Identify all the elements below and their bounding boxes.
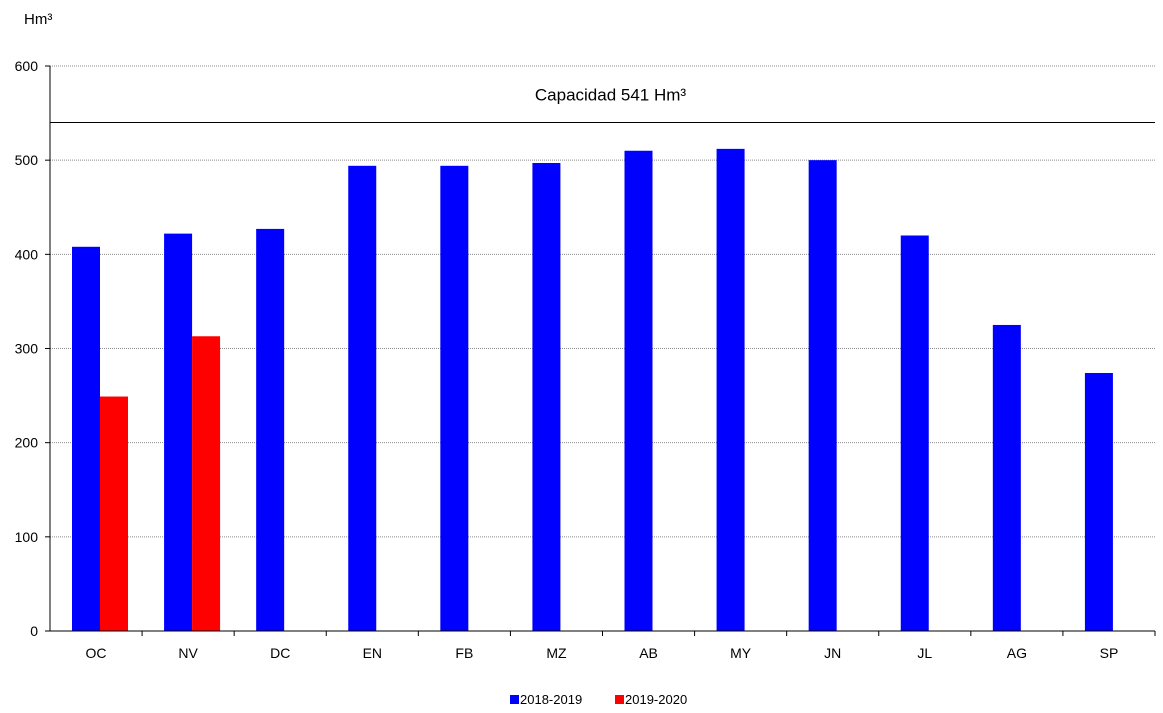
legend-label-2018-2019: 2018-2019 — [520, 692, 582, 707]
bar-2018-2019-AG — [992, 324, 1021, 631]
y-tick-label-0: 0 — [30, 623, 38, 639]
capacity-reference: Capacidad 541 Hm³ — [50, 86, 1155, 123]
bar-2018-2019-NV — [164, 233, 193, 631]
x-tick-label-EN: EN — [363, 645, 382, 661]
y-tick-label-500: 500 — [15, 152, 39, 168]
bars — [72, 148, 1113, 632]
bar-2018-2019-JL — [900, 235, 929, 631]
x-tick-label-MY: MY — [730, 645, 752, 661]
x-tick-label-DC: DC — [270, 645, 290, 661]
legend-swatch-2018-2019 — [510, 695, 519, 704]
y-tick-label-300: 300 — [15, 341, 39, 357]
bar-2018-2019-EN — [348, 165, 377, 632]
x-tick-label-SP: SP — [1100, 645, 1119, 661]
axes — [45, 65, 1156, 636]
x-tick-label-OC: OC — [86, 645, 107, 661]
bar-2018-2019-DC — [256, 228, 285, 632]
y-tick-label-100: 100 — [15, 529, 39, 545]
legend: 2018-2019 2019-2020 — [510, 692, 687, 707]
bar-2018-2019-SP — [1084, 372, 1113, 631]
bar-2018-2019-JN — [808, 160, 837, 631]
gridlines — [50, 65, 1155, 538]
bar-2018-2019-MY — [716, 148, 745, 631]
capacity-label: Capacidad 541 Hm³ — [535, 86, 687, 105]
bar-2019-2020-OC — [100, 396, 128, 631]
y-tick-label-600: 600 — [15, 58, 39, 74]
x-tick-label-JN: JN — [824, 645, 841, 661]
legend-swatch-2019-2020 — [615, 695, 624, 704]
x-tick-label-AG: AG — [1007, 645, 1027, 661]
bar-2018-2019-OC — [72, 246, 100, 632]
y-axis-unit-label: Hm³ — [24, 11, 52, 28]
bar-2018-2019-AB — [624, 150, 653, 631]
bar-2018-2019-FB — [440, 165, 469, 632]
x-tick-label-AB: AB — [639, 645, 658, 661]
legend-label-2019-2020: 2019-2020 — [625, 692, 687, 707]
bar-2018-2019-MZ — [532, 162, 561, 631]
y-tick-label-200: 200 — [15, 435, 39, 451]
x-tick-label-FB: FB — [455, 645, 473, 661]
tick-labels: 0 100 200 300 400 500 600 OC NV DC EN FB MZ AB MY JN JL A… — [15, 58, 1119, 661]
x-tick-label-NV: NV — [178, 645, 198, 661]
bar-2019-2020-NV — [192, 336, 221, 631]
y-tick-label-400: 400 — [15, 246, 39, 262]
x-tick-label-MZ: MZ — [546, 645, 567, 661]
x-tick-label-JL: JL — [917, 645, 932, 661]
